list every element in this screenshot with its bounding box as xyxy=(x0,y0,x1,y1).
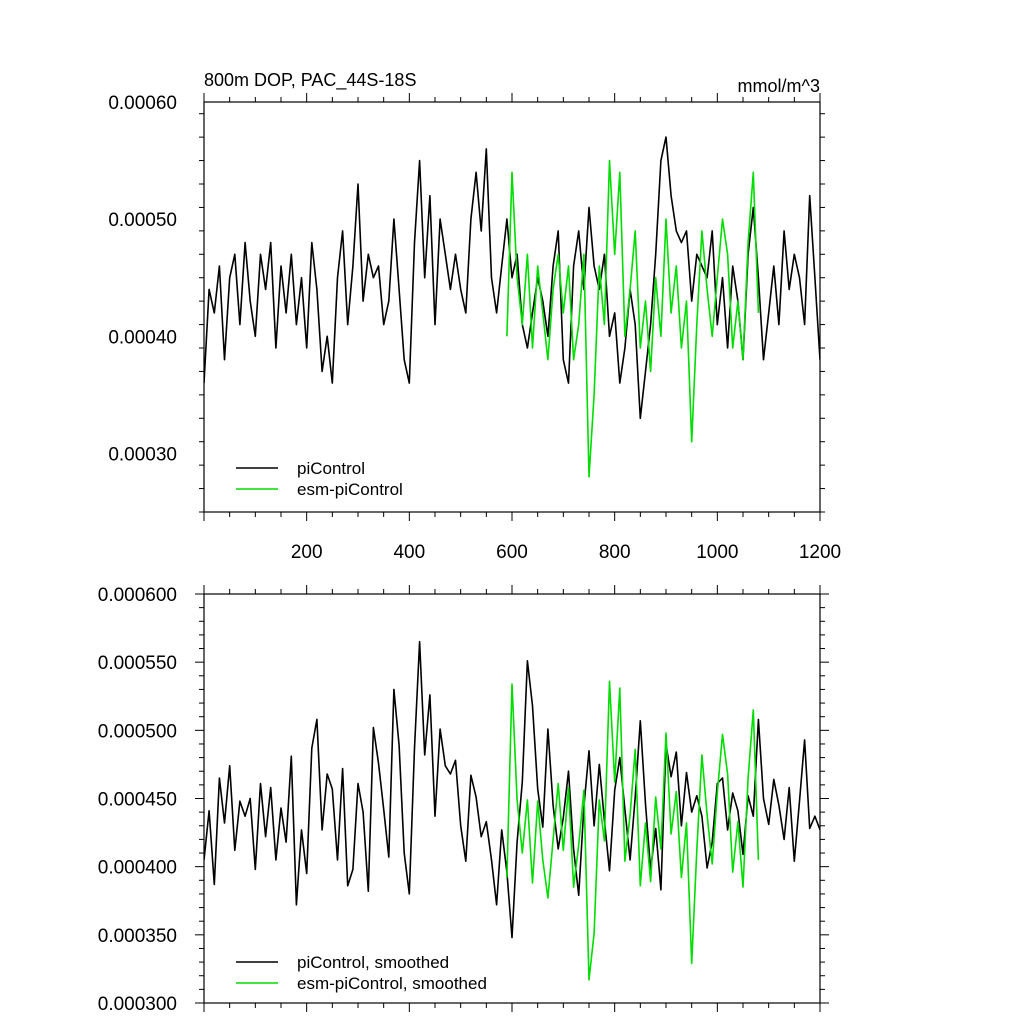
legend-label: esm-piControl, smoothed xyxy=(297,974,487,993)
units-label: mmol/m^3 xyxy=(738,76,820,96)
y-tick-label: 0.00040 xyxy=(108,327,177,348)
series-line-esm-picontrol xyxy=(506,159,760,478)
legend-label: esm-piControl xyxy=(297,480,403,499)
bottom-panel: 0.000300 0.000350 0.000400 0.000450 0.000500… xyxy=(98,585,829,1015)
y-tick-label: 0.00050 xyxy=(108,210,177,231)
y-tick-label: 0.00030 xyxy=(108,444,177,465)
y-tick-label: 0.000550 xyxy=(98,653,177,674)
series-line-picontrol-smoothed xyxy=(204,640,820,939)
chart-title: 800m DOP, PAC_44S-18S xyxy=(204,70,416,91)
y-tick-label: 0.000300 xyxy=(98,994,177,1015)
series-line-picontrol xyxy=(204,136,820,420)
plot-frame xyxy=(203,101,821,513)
x-tick-label: 200 xyxy=(291,542,323,563)
y-tick-label: 0.000400 xyxy=(98,858,177,879)
y-tick-label: 0.000500 xyxy=(98,721,177,742)
x-tick-label: 400 xyxy=(393,542,425,563)
legend-label: piControl xyxy=(297,459,365,478)
y-tick-label: 0.000600 xyxy=(98,585,177,606)
y-tick-label: 0.000450 xyxy=(98,790,177,811)
y-tick-label: 0.00060 xyxy=(108,93,177,114)
x-tick-label: 1000 xyxy=(696,542,738,563)
x-tick-label: 800 xyxy=(599,542,631,563)
x-tick-label: 1200 xyxy=(799,542,841,563)
x-tick-label: 600 xyxy=(496,542,528,563)
top-panel: 800m DOP, PAC_44S-18S mmol/m^3 200 400 600… xyxy=(108,70,841,563)
plot-frame xyxy=(203,593,821,1004)
legend-label: piControl, smoothed xyxy=(297,953,449,972)
y-tick-label: 0.000350 xyxy=(98,926,177,947)
series-line-esm-picontrol-smoothed xyxy=(506,680,760,981)
